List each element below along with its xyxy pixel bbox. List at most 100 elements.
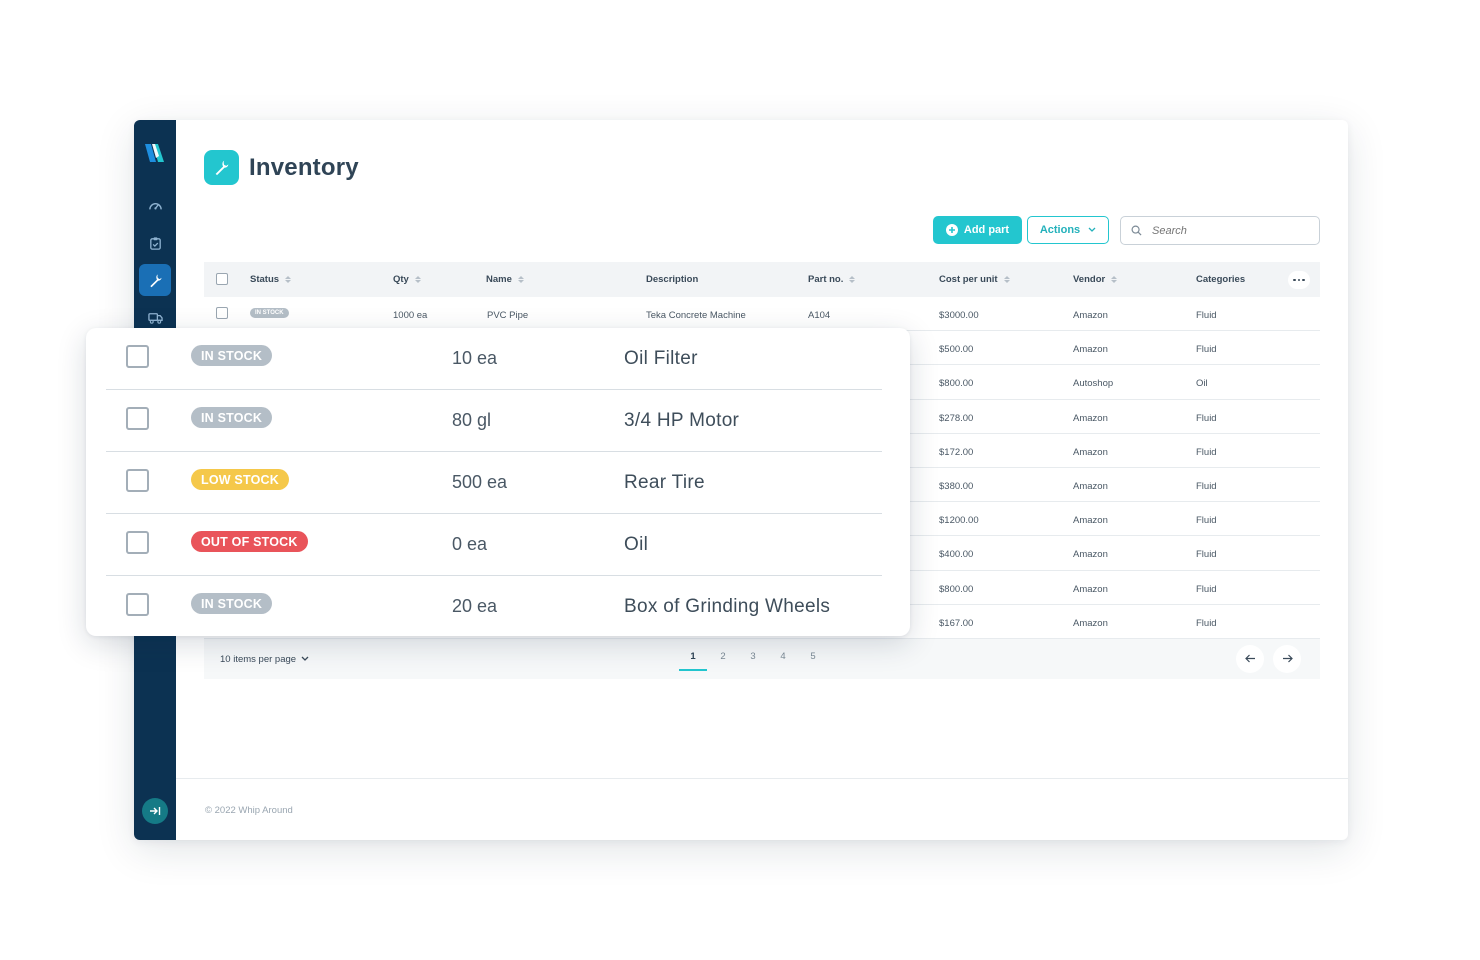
row-checkbox[interactable]	[126, 531, 149, 554]
actions-label: Actions	[1039, 224, 1081, 236]
category-cell: Fluid	[1196, 549, 1217, 561]
vendor-cell: Amazon	[1073, 344, 1108, 356]
arrow-left-icon	[1244, 654, 1255, 663]
vendor-cell: Amazon	[1073, 583, 1108, 595]
list-item[interactable]: OUT OF STOCK 0 ea Oil	[106, 514, 882, 576]
part-name: 3/4 HP Motor	[624, 410, 740, 431]
items-per-page-label: 10 items per page	[220, 653, 297, 665]
column-status[interactable]: Status	[250, 274, 292, 285]
sidebar-item-inventory[interactable]	[139, 264, 171, 296]
prev-page-button[interactable]	[1236, 644, 1264, 673]
column-part-no[interactable]: Part no.	[808, 274, 856, 285]
search-input[interactable]	[1152, 224, 1302, 237]
column-vendor[interactable]: Vendor	[1073, 274, 1118, 285]
cost-cell: $3000.00	[939, 310, 979, 321]
cost-cell: $167.00	[939, 617, 974, 629]
truck-icon	[147, 312, 163, 324]
next-page-button[interactable]	[1273, 644, 1301, 673]
sidebar-collapse-button[interactable]	[142, 798, 168, 824]
vendor-cell: Amazon	[1073, 412, 1108, 424]
sidebar-item-vehicles[interactable]	[139, 301, 171, 333]
row-checkbox[interactable]	[126, 345, 149, 368]
cost-cell: $1200.00	[939, 515, 979, 527]
category-cell: Fluid	[1196, 310, 1217, 321]
sidebar-item-inspections[interactable]	[139, 227, 171, 259]
table-header: Status Qty Name Description Part no. Cos…	[204, 262, 1320, 297]
arrow-right-icon	[1282, 654, 1293, 663]
row-checkbox[interactable]	[126, 593, 149, 616]
page-5[interactable]: 5	[810, 650, 816, 662]
page-1[interactable]: 1	[679, 651, 707, 671]
cost-cell: $380.00	[939, 480, 974, 492]
row-checkbox[interactable]	[126, 469, 149, 492]
add-part-label: Add part	[963, 224, 1010, 236]
search-icon	[1131, 225, 1142, 236]
wrench-icon	[149, 273, 162, 287]
inventory-title-icon	[204, 150, 239, 185]
collapse-arrow-icon	[150, 807, 161, 815]
cost-cell: $172.00	[939, 446, 974, 458]
qty-value: 500 ea	[452, 472, 508, 492]
sort-icon	[285, 276, 292, 283]
column-description: Description	[646, 274, 698, 285]
status-badge: LOW STOCK	[191, 469, 289, 490]
column-qty[interactable]: Qty	[393, 274, 421, 285]
category-cell: Fluid	[1196, 344, 1217, 356]
vendor-cell: Amazon	[1073, 310, 1108, 321]
part-name: Rear Tire	[624, 472, 705, 493]
search-box[interactable]	[1120, 216, 1320, 245]
category-cell: Fluid	[1196, 480, 1217, 492]
qty-cell: 1000 ea	[393, 310, 428, 321]
page-4[interactable]: 4	[780, 650, 786, 662]
vendor-cell: Amazon	[1073, 515, 1108, 527]
vendor-cell: Autoshop	[1073, 378, 1114, 390]
status-badge: IN STOCK	[191, 345, 273, 366]
column-cost-label: Cost per unit	[939, 274, 998, 285]
plus-icon	[945, 224, 958, 236]
column-categories: Categories	[1196, 274, 1245, 285]
category-cell: Fluid	[1196, 583, 1217, 595]
sidebar-item-dashboard[interactable]	[139, 190, 171, 222]
vendor-cell: Amazon	[1073, 617, 1108, 629]
sort-icon	[517, 276, 524, 283]
cost-cell: $400.00	[939, 549, 974, 561]
column-categories-label: Categories	[1196, 274, 1246, 285]
name-cell: PVC Pipe	[487, 310, 529, 321]
category-cell: Fluid	[1196, 515, 1217, 527]
part-name: Oil	[624, 534, 649, 555]
column-part-no-label: Part no.	[808, 274, 844, 285]
qty-value: 10 ea	[452, 348, 498, 368]
row-checkbox[interactable]	[216, 307, 228, 319]
column-description-label: Description	[646, 274, 699, 285]
column-qty-label: Qty	[393, 274, 409, 285]
cost-cell: $800.00	[939, 583, 974, 595]
qty-value: 20 ea	[452, 596, 498, 616]
copyright-text: © 2022 Whip Around	[205, 805, 293, 816]
select-all-checkbox[interactable]	[216, 273, 228, 285]
wrench-icon	[215, 160, 229, 176]
actions-dropdown[interactable]: Actions	[1027, 216, 1109, 244]
list-item[interactable]: IN STOCK 10 ea Oil Filter	[106, 328, 882, 390]
page-2[interactable]: 2	[720, 650, 726, 662]
column-name[interactable]: Name	[486, 274, 524, 285]
cost-cell: $800.00	[939, 378, 974, 390]
row-checkbox[interactable]	[126, 407, 149, 430]
table-row[interactable]: $167.00 Amazon Fluid	[204, 605, 1320, 639]
sort-icon	[1111, 276, 1118, 283]
items-per-page-select[interactable]: 10 items per page	[220, 654, 309, 665]
page-3[interactable]: 3	[750, 650, 756, 662]
list-item[interactable]: IN STOCK 80 gl 3/4 HP Motor	[106, 390, 882, 452]
column-cost[interactable]: Cost per unit	[939, 274, 1010, 285]
footer-divider	[176, 778, 1348, 779]
list-item[interactable]: IN STOCK 20 ea Box of Grinding Wheels	[106, 576, 882, 638]
add-part-button[interactable]: Add part	[933, 216, 1022, 244]
logo-icon[interactable]	[143, 140, 167, 166]
part-no-cell: A104	[808, 310, 831, 321]
pagination: 1 2 3 4 5	[679, 650, 818, 671]
chevron-down-icon	[301, 656, 309, 662]
part-name: Oil Filter	[624, 348, 698, 369]
list-item[interactable]: LOW STOCK 500 ea Rear Tire	[106, 452, 882, 514]
category-cell: Fluid	[1196, 617, 1217, 629]
more-options-button[interactable]	[1288, 271, 1310, 289]
table-row[interactable]: IN STOCK 1000 ea PVC Pipe Teka Concrete …	[204, 297, 1320, 332]
